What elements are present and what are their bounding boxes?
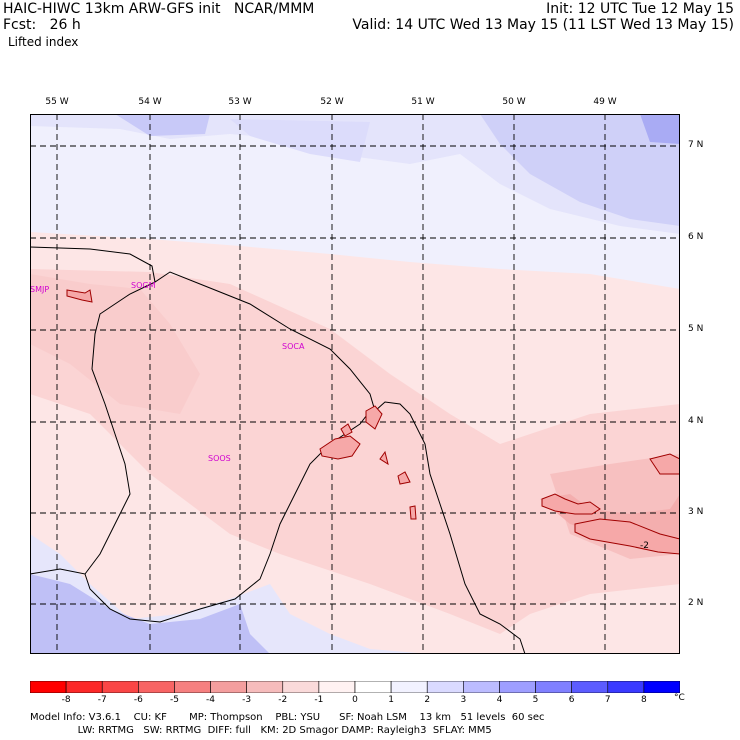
colorbar-swatch [354,681,392,693]
colorbar-swatch [30,681,67,693]
colorbar-tick-label: -7 [97,695,107,705]
lat-label-6n: 6 N [688,232,704,242]
lon-label-54w: 54 W [138,97,162,107]
colorbar-swatch [499,681,536,693]
unstable-region-west [30,274,200,414]
lon-label-50w: 50 W [502,97,526,107]
lifted-index-map: -2 SMJP SOGM SOCA SOOS [30,114,680,654]
station-soca: SOCA [282,342,305,351]
init-time: Init: 12 UTC Tue 12 May 15 [546,1,734,17]
model-info-line1: Model Info: V3.6.1 CU: KF MP: Thompson P… [30,712,545,723]
colorbar-swatch [607,681,645,693]
colorbar-tick-label: 6 [568,695,575,705]
colorbar-swatch [246,681,284,693]
lon-label-49w: 49 W [593,97,617,107]
colorbar-swatch [426,681,464,693]
station-soos: SOOS [208,454,231,463]
colorbar-tick-label: -5 [169,695,179,705]
colorbar-swatch [318,681,356,693]
colorbar-swatch [174,681,211,693]
lon-label-52w: 52 W [320,97,344,107]
border-suriname-guyane [30,281,156,575]
colorbar-swatch [390,681,428,693]
lat-label-4n: 4 N [688,416,704,426]
colorbar-swatch [571,681,609,693]
lat-label-5n: 5 N [688,324,704,334]
colorbar-swatch [138,681,175,693]
colorbar-tick-label: 1 [388,695,394,705]
field-name: Lifted index [8,35,79,49]
lat-label-2n: 2 N [688,598,704,608]
stable-patch-1 [115,114,210,136]
map-frame [30,114,680,654]
colorbar-tick-label: 7 [604,695,611,705]
colorbar-swatch [282,681,320,693]
colorbar-tick-label: -6 [133,695,143,705]
stable-region-north-strong [480,114,680,226]
lon-label-55w: 55 W [45,97,69,107]
colorbar-tick-label: 0 [352,695,358,705]
colorbar-tick-label: -4 [206,695,216,705]
colorbar-swatch [101,681,139,693]
station-sogm: SOGM [131,281,156,290]
stable-region-southwest-strong [30,574,270,654]
colorbar [30,681,680,693]
model-info-line2: LW: RRTMG SW: RRTMG DIFF: full KM: 2D Sm… [30,725,492,736]
colorbar-tick-label: 5 [532,695,539,705]
colorbar-unit: °C [674,693,685,703]
lon-label-53w: 53 W [228,97,252,107]
valid-time: Valid: 14 UTC Wed 13 May 15 (11 LST Wed … [352,17,734,33]
colorbar-tick-label: -1 [314,695,324,705]
lat-label-7n: 7 N [688,140,704,150]
station-smjp: SMJP [30,285,49,294]
colorbar-tick-label: -8 [61,695,71,705]
colorbar-tick-label: 3 [460,695,467,705]
lat-label-3n: 3 N [688,507,704,517]
stable-patch-2 [230,119,370,162]
contour-minus-two [66,289,680,555]
colorbar-tick-label: 4 [496,695,503,705]
forecast-hour: Fcst: 26 h [3,17,81,33]
colorbar-tick-label: 2 [424,695,431,705]
colorbar-swatch [463,681,500,693]
colorbar-swatch [210,681,247,693]
colorbar-tick-label: 8 [641,695,647,705]
lon-label-51w: 51 W [411,97,435,107]
contour-value-label: -2 [640,541,649,551]
colorbar-tick-label: -2 [278,695,288,705]
colorbar-tick-label: -3 [242,695,252,705]
colorbar-swatch [643,681,680,693]
stable-patch-3 [640,114,680,144]
model-title: HAIC-HIWC 13km ARW-GFS init NCAR/MMM [3,1,315,17]
colorbar-swatch [535,681,572,693]
colorbar-swatch [65,681,103,693]
